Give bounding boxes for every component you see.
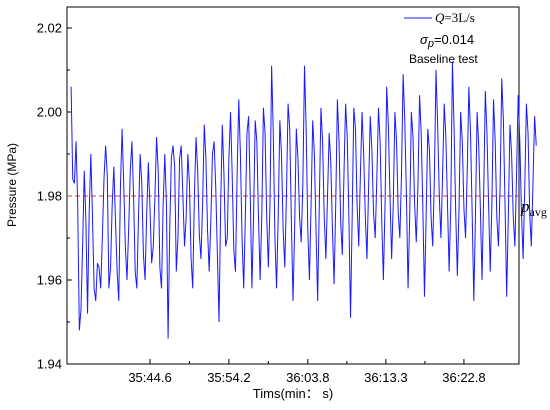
reference-line-label: pavg xyxy=(520,197,547,219)
y-tick-label: 2.00 xyxy=(37,105,62,120)
x-axis-ticks: 35:44.6 35:54.2 36:03.8 36:13.3 36:22.8 xyxy=(128,359,486,385)
legend-sigma-sub: p xyxy=(427,38,434,50)
y-tick-label: 1.98 xyxy=(37,189,62,204)
x-tick-label: 35:54.2 xyxy=(207,370,250,385)
y-axis-ticks: 1.94 1.96 1.98 2.00 2.02 xyxy=(37,21,72,372)
legend-series-q: Q xyxy=(435,10,445,25)
x-axis-label: Tims(min： s) xyxy=(253,386,333,401)
legend-series-rest: =3L/s xyxy=(444,10,474,25)
reference-label-sub: avg xyxy=(530,205,547,219)
plot-frame xyxy=(66,6,520,365)
legend-sigma-value: =0.014 xyxy=(434,32,474,47)
y-tick-label: 2.02 xyxy=(37,21,62,36)
y-tick-label: 1.94 xyxy=(37,357,62,372)
y-axis-label: Pressure (MPa) xyxy=(5,143,19,227)
legend-sigma-symbol: σ xyxy=(420,32,429,47)
series-line-pressure xyxy=(70,61,537,339)
x-tick-label: 36:22.8 xyxy=(442,370,485,385)
reference-label-main: p xyxy=(520,197,530,216)
legend-note: Baseline test xyxy=(409,52,478,66)
y-tick-label: 1.96 xyxy=(37,273,62,288)
x-tick-label: 36:03.8 xyxy=(286,370,329,385)
legend: Q=3L/s σp=0.014 Baseline test xyxy=(404,10,478,66)
legend-series-label: Q=3L/s xyxy=(435,10,475,25)
x-tick-label: 36:13.3 xyxy=(364,370,407,385)
x-tick-label: 35:44.6 xyxy=(128,370,171,385)
legend-sigma: σp=0.014 xyxy=(420,32,474,50)
